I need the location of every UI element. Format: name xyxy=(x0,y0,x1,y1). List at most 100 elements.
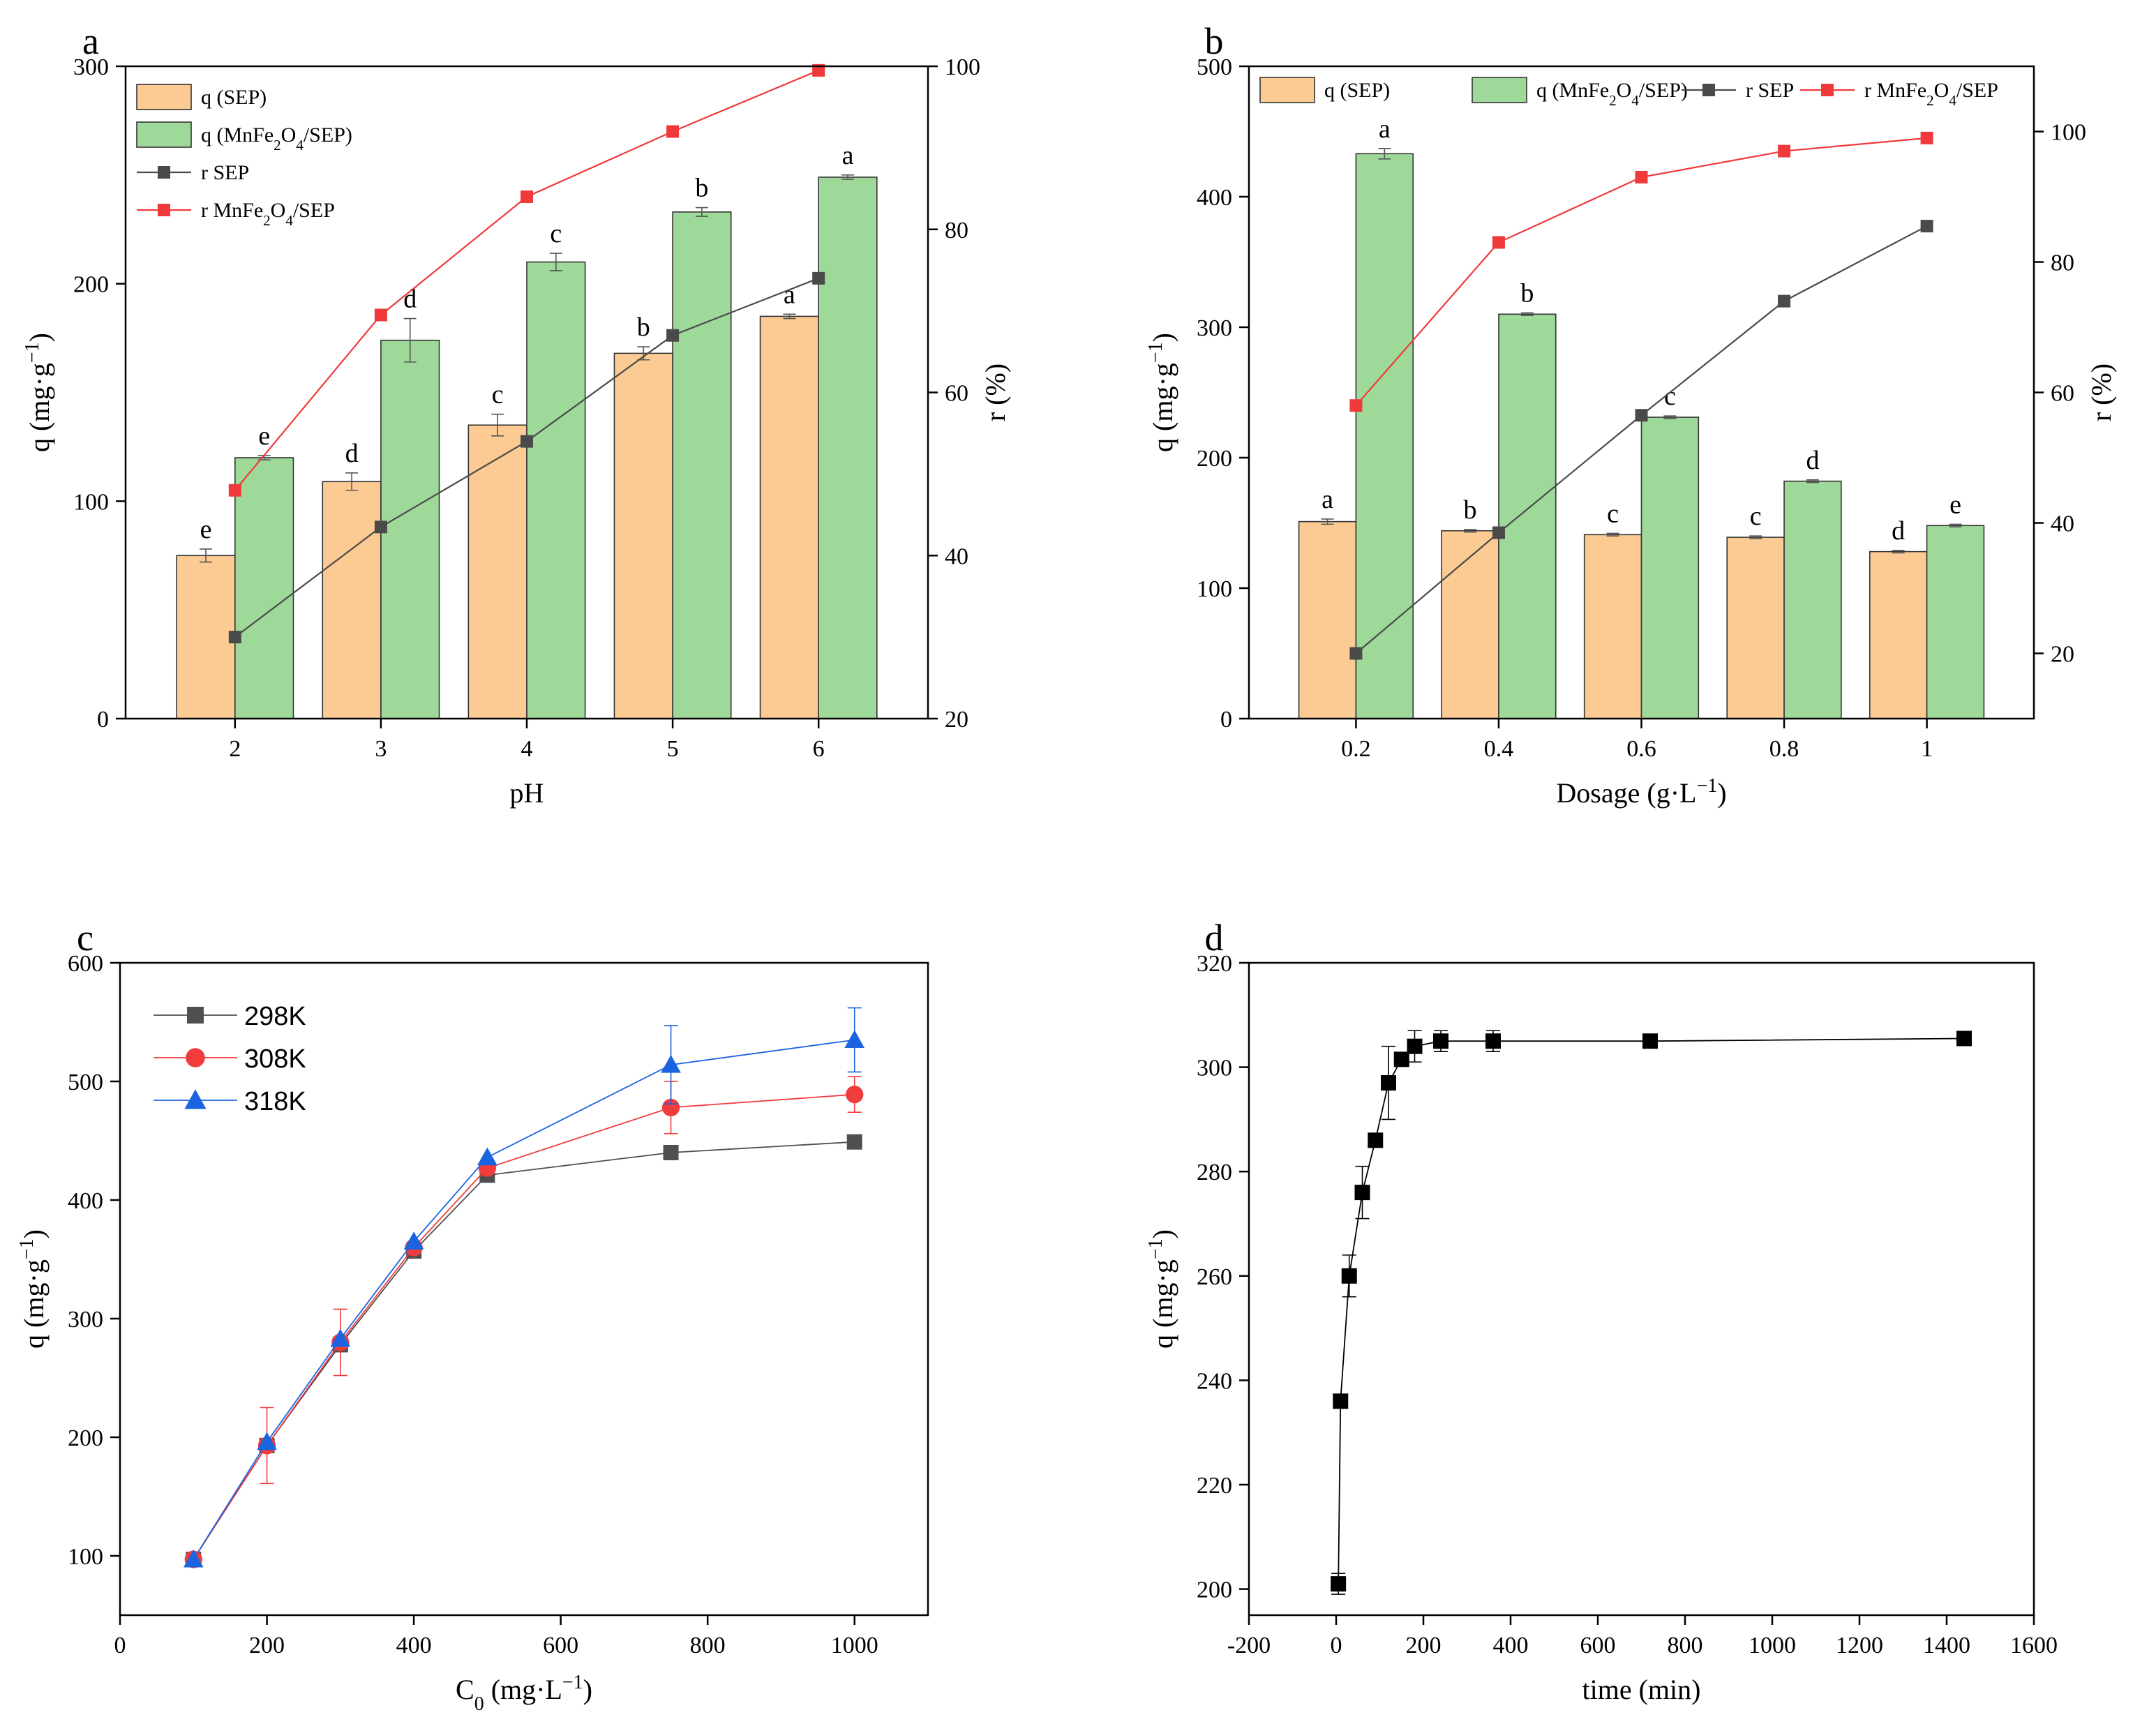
data-point xyxy=(666,329,680,342)
plot-frame xyxy=(1248,961,2035,1617)
panel-label: d xyxy=(1205,917,1224,959)
x-tick-label: 1000 xyxy=(1749,1633,1796,1658)
legend-swatch xyxy=(136,84,192,110)
data-point xyxy=(521,190,533,203)
y-tick-label: 260 xyxy=(1197,1264,1232,1290)
significance-letter: e xyxy=(1949,490,1961,519)
y-axis-title: q (mg·g−1) xyxy=(1145,333,1179,452)
x-tick-label: 200 xyxy=(249,1633,285,1658)
panel-d: 200 220 240 260 280 300 320 -200 0 200 400 600 800 10… xyxy=(1145,951,2058,1705)
bar xyxy=(1498,313,1557,719)
data-point xyxy=(1485,1033,1501,1049)
legend-swatch xyxy=(1472,77,1527,103)
panel-c: 100 200 300 400 500 600 0 200 400 600 800 1000 C0 (m… xyxy=(16,951,929,1715)
y-tick-label: 280 xyxy=(1197,1160,1232,1185)
data-point xyxy=(477,1147,497,1166)
bar xyxy=(234,457,294,719)
y-tick-label: 100 xyxy=(1197,576,1232,602)
y2-tick-label: 80 xyxy=(2051,250,2074,276)
bar xyxy=(380,339,440,719)
y2-tick-label: 100 xyxy=(945,54,980,80)
y-tick-label: 200 xyxy=(68,1425,103,1451)
legend-label: r MnFe2O4/SEP xyxy=(201,199,335,229)
legend-label: 298K xyxy=(244,1002,306,1031)
series-line xyxy=(1338,1037,1965,1584)
y-axis-title: q (mg·g−1) xyxy=(1145,1229,1179,1349)
series-line xyxy=(193,1141,855,1560)
data-point xyxy=(1341,1268,1357,1284)
bar xyxy=(1355,153,1414,719)
data-point xyxy=(257,1432,277,1451)
legend-label: r SEP xyxy=(1746,79,1794,102)
y-tick-label: 240 xyxy=(1197,1368,1232,1394)
data-point xyxy=(1920,220,1933,233)
data-point xyxy=(661,1098,680,1117)
y-tick-label: 220 xyxy=(1197,1473,1232,1499)
legend-marker xyxy=(184,1089,207,1109)
significance-letter: c xyxy=(1607,499,1619,528)
y-axis-title: q (mg·g−1) xyxy=(22,333,56,452)
y-axis-title: q (mg·g−1) xyxy=(16,1229,50,1349)
y2-tick-label: 20 xyxy=(945,707,968,733)
data-point xyxy=(1349,647,1363,660)
x-tick-label: 1200 xyxy=(1836,1633,1883,1658)
bar xyxy=(1726,537,1785,719)
legend-swatch xyxy=(136,121,192,148)
data-point xyxy=(1333,1393,1349,1409)
panel-label: b xyxy=(1205,20,1224,62)
data-point xyxy=(1920,131,1933,144)
data-point xyxy=(663,1145,679,1160)
significance-letter: e xyxy=(258,421,270,451)
x-tick-label: -200 xyxy=(1227,1633,1271,1658)
bar xyxy=(672,211,732,719)
bar xyxy=(322,481,382,719)
data-point xyxy=(228,631,241,644)
x-tick-label: 1400 xyxy=(1923,1633,1970,1658)
data-point xyxy=(1956,1030,1972,1047)
legend-label: r SEP xyxy=(201,161,249,184)
y2-tick-label: 60 xyxy=(945,381,968,407)
data-point xyxy=(846,1086,864,1104)
y2-tick-label: 40 xyxy=(945,544,968,569)
bar xyxy=(1783,480,1842,719)
data-point xyxy=(1331,1576,1347,1592)
data-point xyxy=(1349,399,1363,412)
data-point xyxy=(1393,1051,1409,1067)
bar xyxy=(1583,534,1642,719)
y-tick-label: 300 xyxy=(1197,1056,1232,1081)
x-axis-title: time (min) xyxy=(1582,1674,1701,1705)
data-point xyxy=(1778,294,1791,308)
panel-label: a xyxy=(82,20,99,62)
panel-a: e d c b a e d c b a 0 100 200 300 20 40 60 80 100 2 3 4 5 6 pH q … xyxy=(22,54,1012,809)
data-point xyxy=(403,1231,424,1250)
y-tick-label: 100 xyxy=(73,489,109,515)
legend-marker xyxy=(158,166,170,179)
data-point xyxy=(1354,1185,1370,1201)
x-tick-label: 0 xyxy=(114,1633,126,1658)
data-point xyxy=(846,1134,862,1150)
x-tick-label: 3 xyxy=(375,736,387,762)
legend-label: 308K xyxy=(244,1044,306,1074)
series-line xyxy=(193,1093,855,1560)
x-tick-label: 1 xyxy=(1921,736,1933,762)
data-point xyxy=(1407,1038,1423,1054)
significance-letter: c xyxy=(492,380,504,410)
y-tick-label: 400 xyxy=(1197,185,1232,211)
data-point xyxy=(661,1054,681,1073)
bar xyxy=(1640,417,1700,719)
data-point xyxy=(1778,144,1791,158)
y2-tick-label: 40 xyxy=(2051,511,2074,537)
bar xyxy=(759,315,819,719)
data-point xyxy=(812,271,825,285)
y2-axis-title: r (%) xyxy=(2086,363,2117,421)
data-point xyxy=(1635,409,1648,422)
legend-marker xyxy=(187,1007,204,1024)
legend-label: q (MnFe2O4/SEP) xyxy=(1536,79,1688,109)
y2-tick-label: 80 xyxy=(945,218,968,243)
data-point xyxy=(330,1328,351,1347)
significance-letter: d xyxy=(345,439,359,468)
significance-letter: e xyxy=(200,515,212,544)
y-tick-label: 0 xyxy=(1220,707,1232,733)
legend-marker xyxy=(1821,84,1834,96)
